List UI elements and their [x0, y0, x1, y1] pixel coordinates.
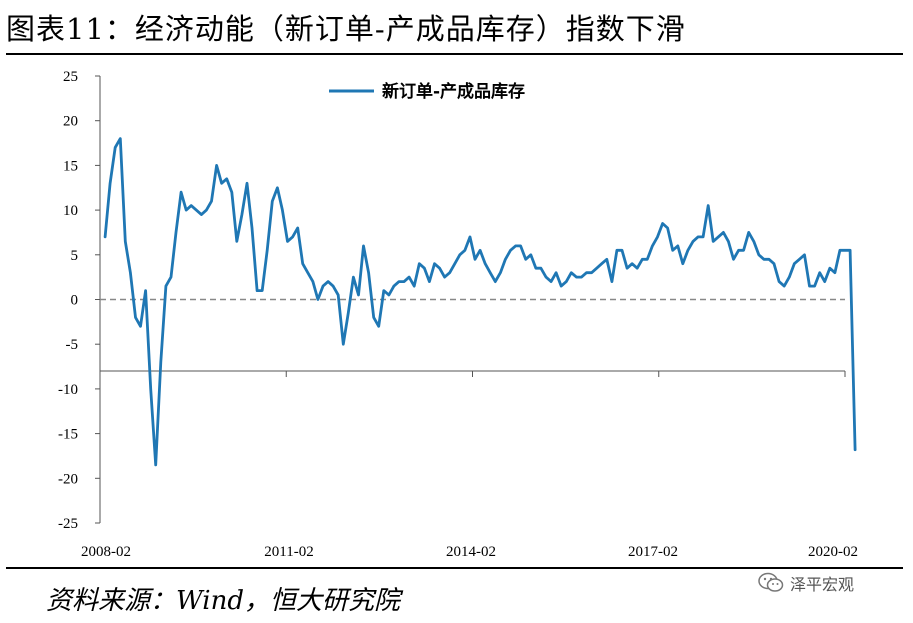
series-line — [103, 137, 857, 467]
wechat-icon — [758, 572, 784, 592]
y-tick-label: 25 — [63, 69, 78, 85]
x-tick-label: 2020-02 — [808, 544, 858, 560]
y-tick-label: 0 — [71, 293, 79, 309]
source-note: 资料来源：Wind，恒大研究院 — [46, 586, 400, 616]
watermark-label: 泽平宏观 — [790, 575, 855, 594]
watermark: 泽平宏观 — [758, 571, 854, 595]
y-tick-label: -5 — [66, 337, 79, 353]
y-tick-label: 20 — [63, 114, 78, 130]
x-tick-label: 2014-02 — [446, 544, 496, 560]
y-tick-label: -25 — [58, 516, 78, 532]
x-tick-label: 2017-02 — [628, 544, 678, 560]
plot-area — [103, 137, 857, 467]
y-tick-label: 5 — [71, 248, 79, 264]
y-tick-label: -20 — [58, 471, 78, 487]
x-tick-label: 2008-02 — [81, 544, 131, 560]
title-divider — [6, 53, 903, 55]
y-tick-label: -10 — [58, 382, 78, 398]
legend-label: 新订单-产成品库存 — [382, 81, 525, 102]
x-tick-label: 2011-02 — [264, 544, 313, 560]
reference-lines — [100, 298, 845, 372]
chart-title: 图表11：经济动能（新订单-产成品库存）指数下滑 — [6, 12, 686, 46]
y-tick-label: -15 — [58, 427, 78, 443]
legend: 新订单-产成品库存 — [329, 81, 525, 102]
y-tick-label: 10 — [63, 203, 78, 219]
footer-divider — [6, 567, 903, 569]
y-tick-label: 15 — [63, 158, 78, 174]
